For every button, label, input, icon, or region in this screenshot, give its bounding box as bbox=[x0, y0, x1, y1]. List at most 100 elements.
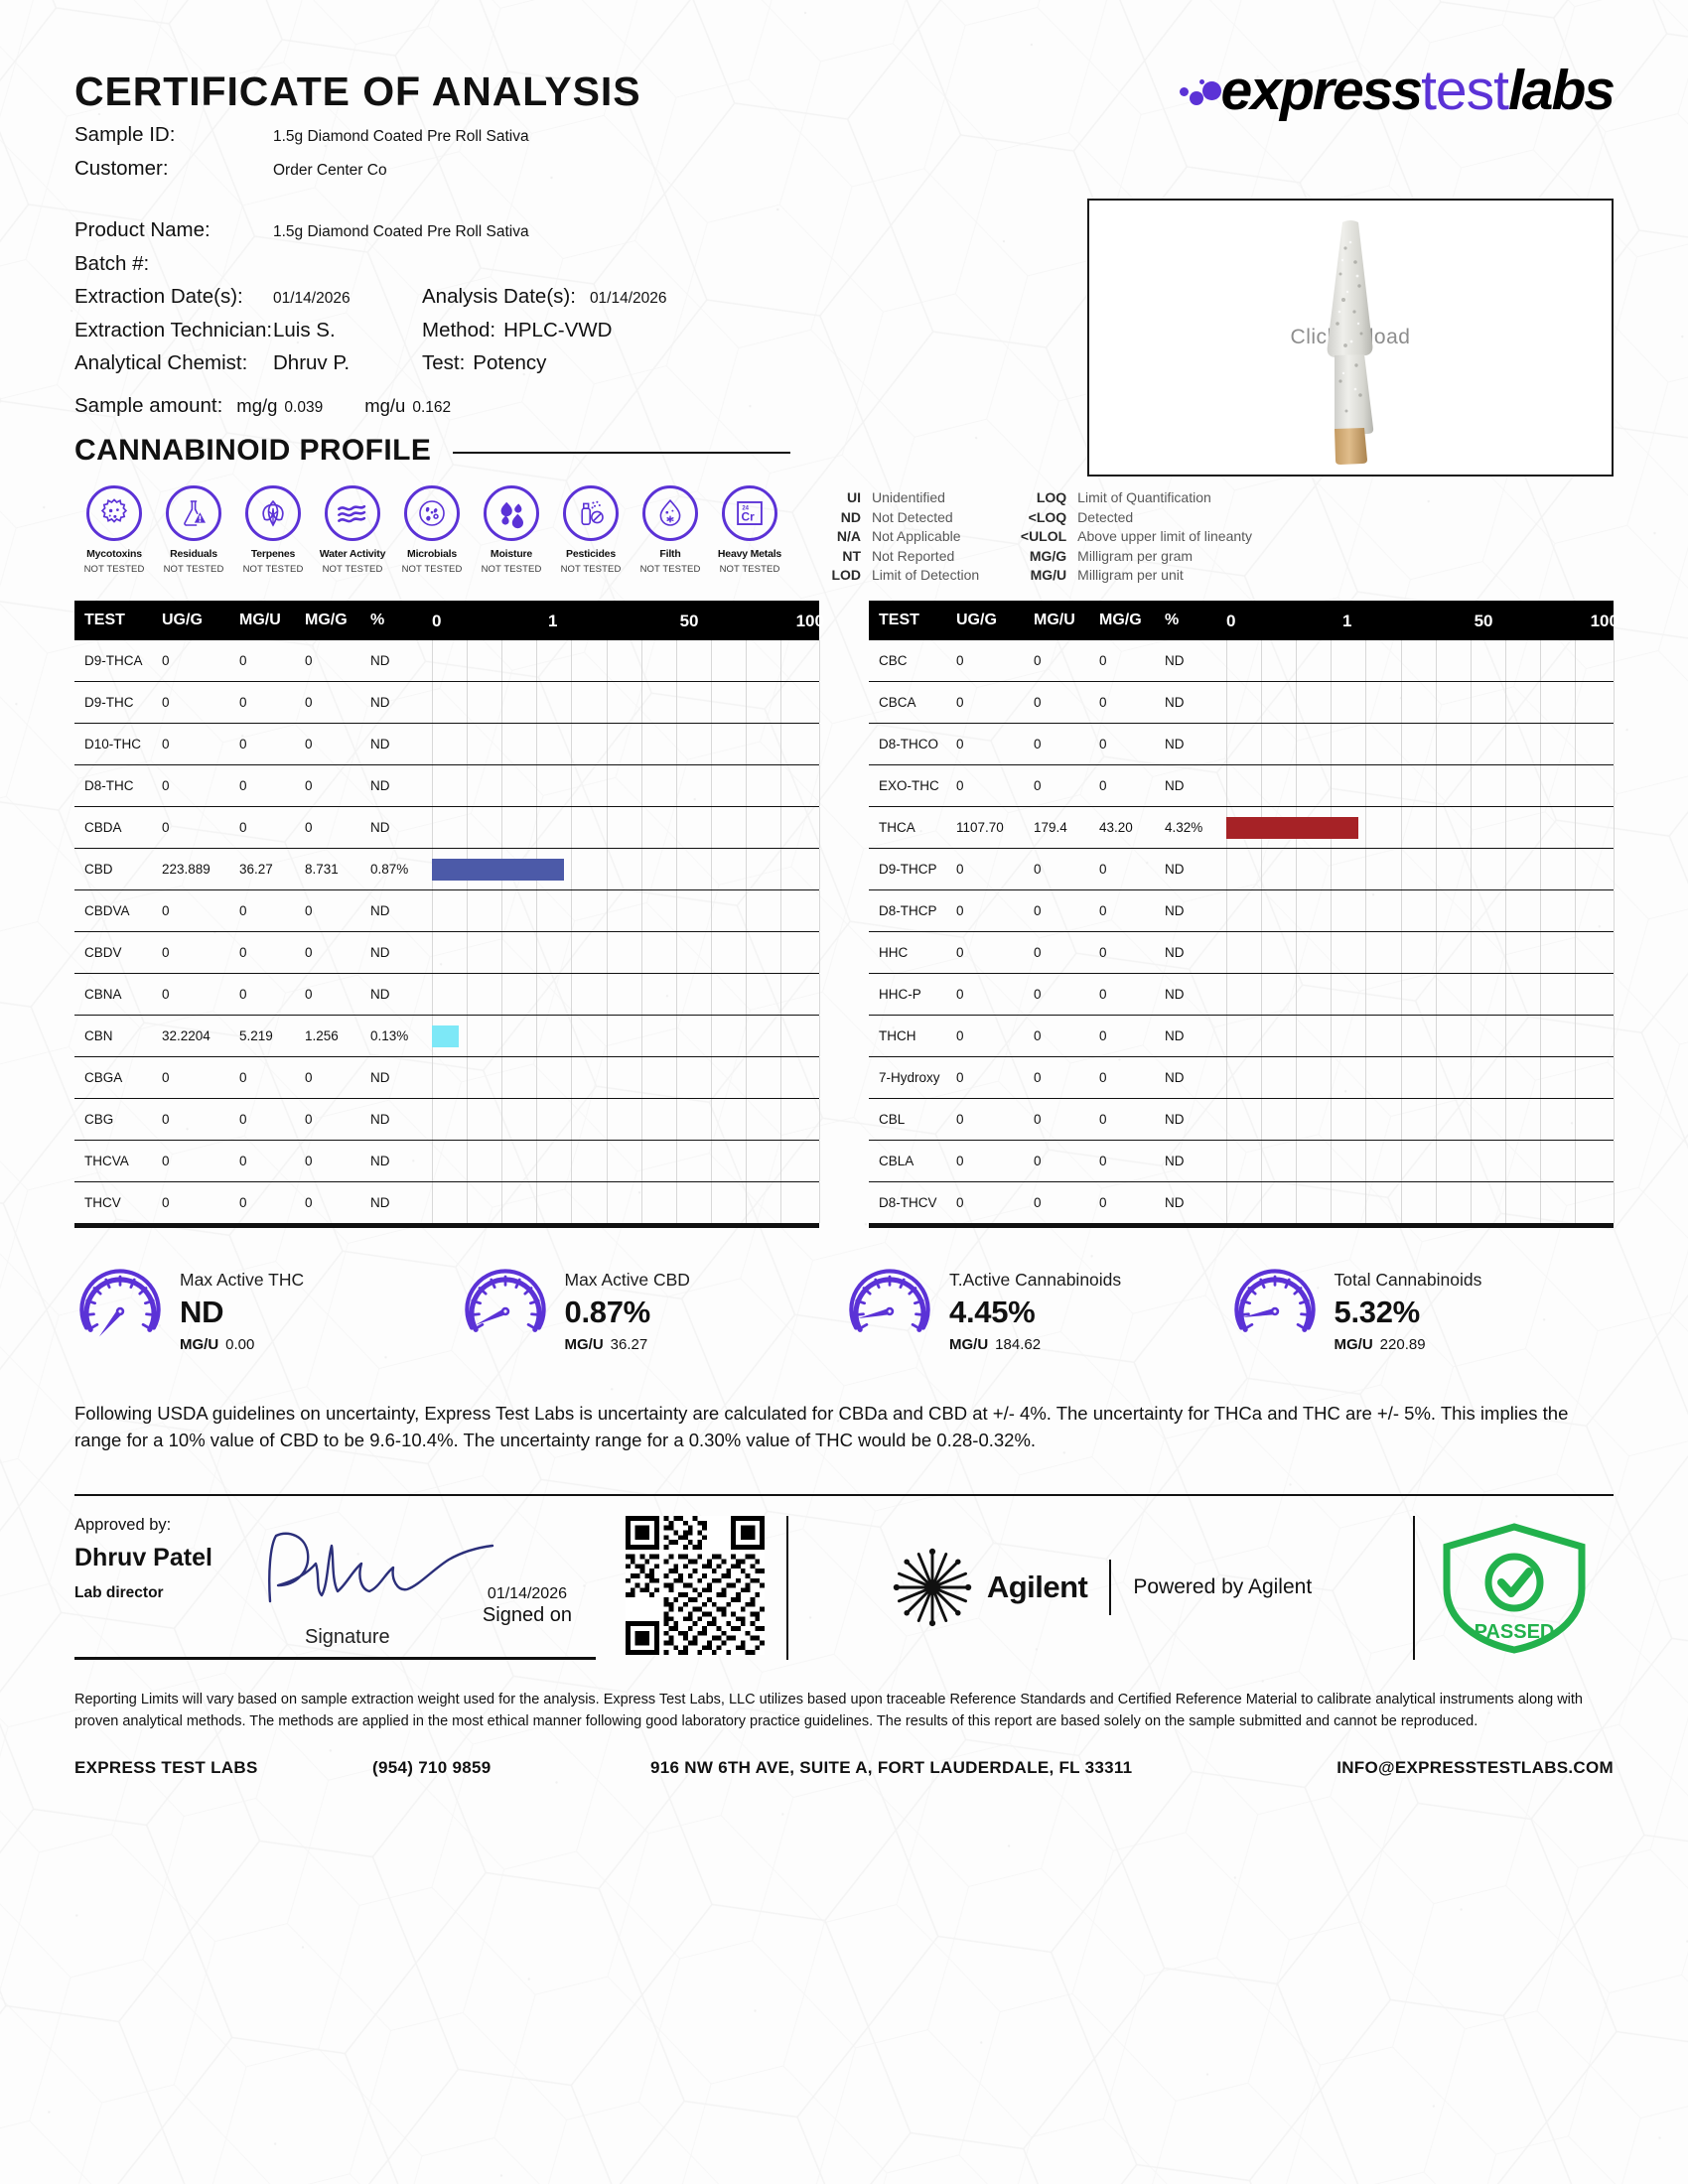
cell-bar bbox=[432, 1015, 820, 1058]
test-value: Potency bbox=[473, 351, 547, 375]
cell-bar bbox=[1226, 973, 1615, 1017]
test-icon-mycotoxins: Mycotoxins NOT TESTED bbox=[74, 485, 154, 575]
cell-pct: ND bbox=[370, 1140, 432, 1183]
cell-ugg: 0 bbox=[956, 1098, 1034, 1142]
table-row: THCV 0 0 0 ND bbox=[74, 1181, 820, 1225]
cell-mgu: 0 bbox=[239, 806, 305, 850]
table-row: CBD 223.889 36.27 8.731 0.87% bbox=[74, 848, 820, 891]
moisture-droplets-icon bbox=[484, 485, 539, 542]
table-row: D9-THCA 0 0 0 ND bbox=[74, 639, 820, 683]
table-row: D9-THC 0 0 0 ND bbox=[74, 681, 820, 725]
cell-mgg: 0 bbox=[1099, 639, 1165, 683]
cell-bar bbox=[432, 1181, 820, 1225]
cell-mgg: 0 bbox=[305, 1056, 370, 1100]
legend-text: Above upper limit of lineanty bbox=[1077, 528, 1253, 545]
cell-mgu: 5.219 bbox=[239, 1015, 305, 1058]
footer-email[interactable]: INFO@EXPRESSTESTLABS.COM bbox=[1336, 1758, 1614, 1778]
cell-mgu: 0 bbox=[239, 1056, 305, 1100]
cell-mgg: 0 bbox=[305, 639, 370, 683]
section-rule bbox=[453, 452, 791, 455]
mycotoxins-icon bbox=[86, 485, 142, 542]
cell-ugg: 0 bbox=[956, 889, 1034, 933]
product-photo-box[interactable]: Click to load bbox=[1087, 199, 1614, 477]
cell-ugg: 0 bbox=[162, 639, 239, 683]
cell-test: D8-THCO bbox=[869, 723, 956, 766]
cell-test: 7-Hydroxy bbox=[869, 1056, 956, 1100]
table-row: HHC 0 0 0 ND bbox=[869, 931, 1615, 975]
qr-code[interactable] bbox=[626, 1515, 765, 1660]
cell-mgg: 1.256 bbox=[305, 1015, 370, 1058]
cell-mgu: 0 bbox=[239, 1098, 305, 1142]
test-icon-status: NOT TESTED bbox=[639, 564, 701, 576]
cell-pct: ND bbox=[370, 806, 432, 850]
cell-mgu: 0 bbox=[1034, 1098, 1099, 1142]
uncertainty-disclaimer: Following USDA guidelines on uncertainty… bbox=[74, 1403, 1569, 1450]
pesticides-spray-icon bbox=[563, 485, 619, 542]
gauge-label: Max Active THC bbox=[180, 1270, 305, 1291]
cell-mgg: 0 bbox=[305, 1181, 370, 1225]
cell-test: THCV bbox=[74, 1181, 162, 1225]
legend-abbr: ND bbox=[840, 508, 861, 525]
bar-gridlines bbox=[432, 890, 820, 932]
gauge-t-active-cannabinoids: T.Active Cannabinoids 4.45% MG/U 184.62 bbox=[844, 1266, 1229, 1357]
legend-text: Milligram per gram bbox=[1077, 547, 1194, 564]
cell-pct: ND bbox=[1165, 1140, 1226, 1183]
logo-labs: labs bbox=[1507, 59, 1616, 122]
legend-text: Limit of Detection bbox=[872, 567, 980, 584]
cell-pct: ND bbox=[370, 639, 432, 683]
cell-bar bbox=[1226, 1181, 1615, 1225]
extraction-date-label: Extraction Date(s): bbox=[74, 285, 243, 309]
cell-ugg: 0 bbox=[956, 931, 1034, 975]
cell-pct: ND bbox=[1165, 1056, 1226, 1100]
cell-ugg: 32.2204 bbox=[162, 1015, 239, 1058]
customer-label: Customer: bbox=[74, 156, 169, 180]
cell-mgg: 0 bbox=[1099, 1140, 1165, 1183]
cell-pct: 0.87% bbox=[370, 848, 432, 891]
test-icon-status: NOT TESTED bbox=[481, 564, 542, 576]
col-ugg: UG/G bbox=[956, 600, 1034, 640]
cell-pct: ND bbox=[370, 681, 432, 725]
cell-bar bbox=[432, 806, 820, 850]
cell-bar bbox=[1226, 806, 1615, 850]
table-row: CBG 0 0 0 ND bbox=[74, 1098, 820, 1142]
table-row: D8-THCV 0 0 0 ND bbox=[869, 1181, 1615, 1225]
gauge-subvalue: MG/U 36.27 bbox=[565, 1336, 690, 1353]
legend-text: Not Reported bbox=[872, 547, 955, 564]
cell-mgg: 0 bbox=[1099, 681, 1165, 725]
sample-id-label: Sample ID: bbox=[74, 123, 176, 147]
cell-mgu: 0 bbox=[1034, 1056, 1099, 1100]
passed-label: PASSED bbox=[1475, 1621, 1555, 1643]
table-row: D8-THC 0 0 0 ND bbox=[74, 764, 820, 808]
extraction-tech-label: Extraction Technician: bbox=[74, 318, 273, 341]
col-mgg: MG/G bbox=[1099, 600, 1165, 640]
abbreviation-legend: UI Unidentified ND Not Detected N/A Not Appli… bbox=[817, 489, 1252, 587]
method-value: HPLC-VWD bbox=[503, 318, 613, 341]
legend-entry: <ULOL Above upper limit of lineanty bbox=[1005, 528, 1252, 544]
cell-bar bbox=[432, 681, 820, 725]
agilent-divider bbox=[1109, 1560, 1112, 1616]
extraction-date-value: 01/14/2026 bbox=[273, 290, 351, 308]
cannabinoid-table-left: TEST UG/G MG/U MG/G % 0 1 50 100 D9-THCA 0 0 0… bbox=[74, 600, 824, 1229]
mgu-label: mg/u bbox=[364, 394, 406, 416]
cell-test: CBNA bbox=[74, 973, 162, 1017]
signature-caption: Signature bbox=[305, 1625, 390, 1648]
terpenes-leaf-icon bbox=[245, 485, 301, 542]
test-label: Test: bbox=[422, 351, 466, 375]
cell-mgg: 0 bbox=[1099, 1015, 1165, 1058]
gauge-label: Total Cannabinoids bbox=[1334, 1270, 1482, 1291]
gauge-value: 0.87% bbox=[564, 1295, 651, 1330]
cell-ugg: 0 bbox=[162, 1098, 239, 1142]
logo-test: test bbox=[1421, 59, 1509, 122]
cell-test: CBDV bbox=[74, 931, 162, 975]
cell-pct: ND bbox=[370, 973, 432, 1017]
cell-test: THCVA bbox=[74, 1140, 162, 1183]
cell-ugg: 0 bbox=[162, 806, 239, 850]
cell-mgg: 0 bbox=[305, 889, 370, 933]
scale-tick-0: 0 bbox=[432, 611, 442, 630]
cell-ugg: 0 bbox=[162, 889, 239, 933]
test-icon-pesticides: Pesticides NOT TESTED bbox=[551, 485, 631, 575]
product-name-value: 1.5g Diamond Coated Pre Roll Sativa bbox=[273, 223, 529, 241]
test-icon-label: Mycotoxins bbox=[86, 548, 142, 561]
cell-pct: ND bbox=[1165, 639, 1226, 683]
